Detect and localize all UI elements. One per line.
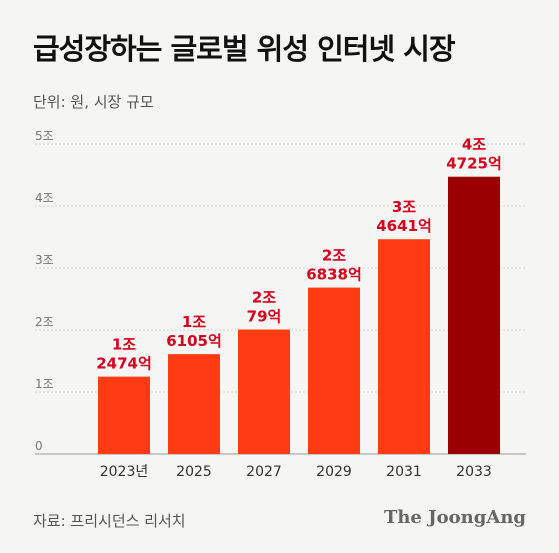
x-tick-label: 2029 [316,464,352,480]
data-label: 3조 [392,198,416,216]
bar [308,287,360,454]
bar [378,239,430,454]
unit-label: 단위: 원, 시장 규모 [33,93,154,111]
data-label: 4조 [462,136,486,154]
x-tick-label: 2025 [176,464,212,480]
data-label: 2조 [322,247,346,265]
data-label: 1조 [182,313,206,331]
data-label: 4725억 [446,155,502,173]
data-label: 2474억 [96,355,152,373]
source-label: 자료: 프리시던스 리서치 [33,512,186,530]
bar [168,354,220,454]
data-label: 6838억 [306,266,362,284]
data-label: 2조 [252,289,276,307]
y-tick-label: 4조 [35,191,54,205]
bar [98,376,150,454]
data-label: 6105억 [166,332,222,350]
data-label: 1조 [112,336,136,354]
data-label: 4641억 [376,217,432,235]
bar-chart: 01조2조3조4조5조1조2474억2023년1조6105억20252조79억2… [35,129,526,480]
y-tick-label: 3조 [35,253,54,267]
data-label: 79억 [247,308,282,326]
y-tick-label: 2조 [35,315,54,329]
brand-logo: The JoongAng [383,507,526,528]
x-tick-label: 2033 [456,464,492,480]
x-tick-label: 2027 [246,464,282,480]
bar [238,329,290,454]
bar [448,176,500,454]
x-tick-label: 2023년 [100,464,149,480]
y-tick-label: 1조 [35,377,54,391]
chart-title: 급성장하는 글로벌 위성 인터넷 시장 [33,32,456,66]
y-tick-label: 5조 [35,129,54,143]
x-tick-label: 2031 [386,464,422,480]
y-tick-label: 0 [35,439,43,453]
